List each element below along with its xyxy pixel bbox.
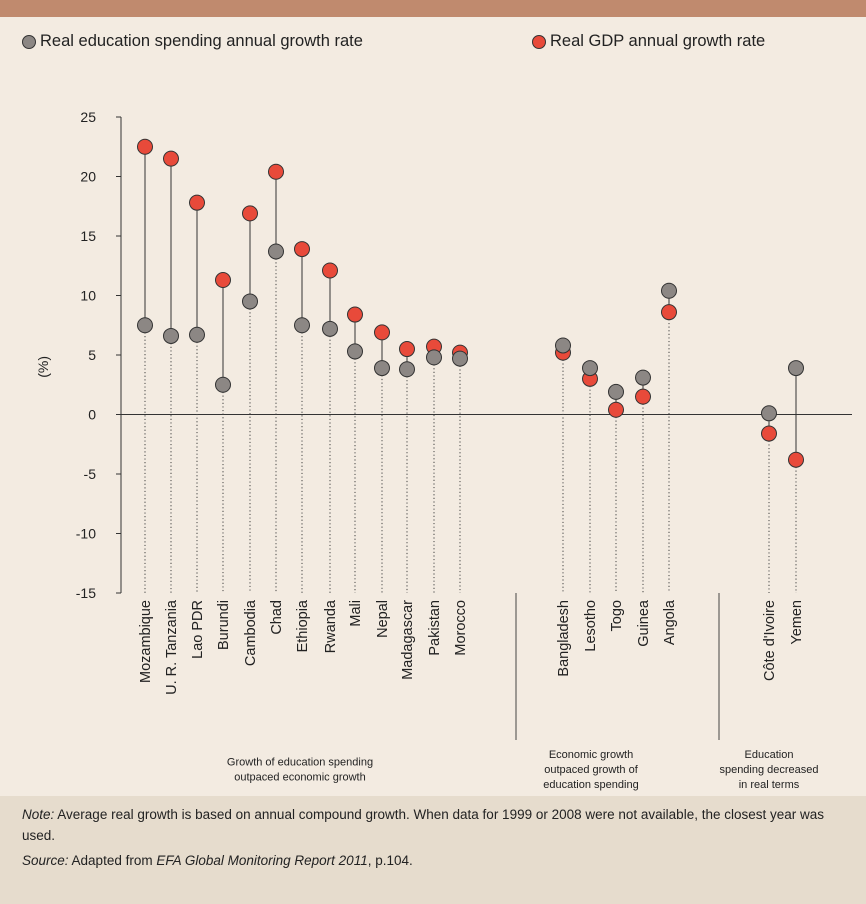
- source-title: EFA Global Monitoring Report 2011: [156, 853, 368, 868]
- category-label: Côte d'Ivoire: [762, 600, 778, 681]
- source-prefix: Adapted from: [68, 853, 157, 868]
- gdp-point: [268, 163, 284, 180]
- gdp-point: [163, 150, 179, 167]
- category-label: Guinea: [636, 599, 652, 647]
- education-point: [189, 326, 205, 343]
- category-label: Cambodia: [243, 599, 259, 666]
- category-label: Chad: [269, 600, 285, 635]
- y-tick-label: 20: [80, 169, 96, 185]
- group-label: education spending: [543, 779, 638, 791]
- education-point: [242, 293, 258, 310]
- education-point: [215, 376, 231, 393]
- notes-panel: Note: Average real growth is based on an…: [0, 796, 866, 904]
- category-label: Mali: [348, 600, 364, 627]
- gdp-point: [322, 262, 338, 279]
- y-tick-label: 15: [80, 228, 96, 244]
- education-point: [582, 360, 598, 377]
- group-label: Education: [745, 749, 794, 761]
- category-label: Togo: [609, 600, 625, 631]
- source-suffix: , p.104.: [367, 853, 413, 868]
- group-label: Economic growth: [549, 749, 633, 761]
- legend-item-education: Real education spending annual growth ra…: [22, 32, 363, 51]
- y-tick-label: 5: [88, 347, 96, 363]
- education-point: [608, 383, 624, 400]
- category-label: Pakistan: [427, 600, 443, 656]
- gdp-point: [661, 304, 677, 321]
- category-label: Lesotho: [583, 600, 599, 652]
- education-point: [761, 405, 777, 422]
- gdp-point: [137, 138, 153, 155]
- category-label: Yemen: [789, 600, 805, 645]
- education-point: [661, 282, 677, 299]
- education-point: [426, 349, 442, 366]
- gdp-point: [215, 272, 231, 289]
- y-tick-label: 25: [80, 109, 96, 125]
- group-label: spending decreased: [719, 764, 818, 776]
- education-point: [452, 350, 468, 367]
- education-point: [347, 343, 363, 360]
- source-text: Source: Adapted from EFA Global Monitori…: [22, 850, 852, 871]
- education-point: [555, 337, 571, 354]
- note-body: Average real growth is based on annual c…: [22, 807, 825, 843]
- gdp-point: [374, 324, 390, 341]
- gdp-point: [635, 388, 651, 405]
- note-label: Note:: [22, 807, 55, 822]
- legend-swatch-gdp: [532, 34, 546, 49]
- category-label: Bangladesh: [556, 600, 572, 677]
- education-point: [788, 360, 804, 377]
- category-label: Nepal: [375, 600, 391, 638]
- education-point: [294, 317, 310, 334]
- y-tick-label: -15: [76, 585, 96, 601]
- y-tick-label: 0: [88, 407, 96, 423]
- education-point: [322, 320, 338, 337]
- gdp-point: [761, 425, 777, 442]
- education-point: [374, 360, 390, 377]
- category-label: Ethiopia: [295, 599, 311, 652]
- education-point: [137, 317, 153, 334]
- legend-item-gdp: Real GDP annual growth rate: [532, 32, 765, 51]
- source-label: Source:: [22, 853, 69, 868]
- category-label: Rwanda: [323, 599, 339, 653]
- group-label: Growth of education spending: [227, 757, 373, 769]
- education-point: [635, 369, 651, 386]
- legend-label-education: Real education spending annual growth ra…: [40, 32, 363, 50]
- gdp-point: [399, 341, 415, 358]
- gdp-point: [608, 401, 624, 418]
- group-label: outpaced economic growth: [234, 772, 365, 784]
- education-point: [268, 243, 284, 260]
- category-label: Morocco: [453, 600, 469, 656]
- category-label: Madagascar: [400, 600, 416, 680]
- group-label: in real terms: [739, 779, 800, 791]
- note-text: Note: Average real growth is based on an…: [22, 804, 852, 846]
- dot-plot-chart: 25 20 15 10 5 0 -5 -10 -15 (%) Mozambique U. R. Tan…: [35, 109, 852, 791]
- y-tick-label: -5: [84, 466, 97, 482]
- category-label: Angola: [662, 599, 678, 645]
- gdp-point: [294, 241, 310, 258]
- education-point: [163, 327, 179, 344]
- gdp-point: [347, 306, 363, 323]
- education-point: [399, 361, 415, 378]
- legend-label-gdp: Real GDP annual growth rate: [550, 32, 766, 50]
- y-axis-label: (%): [35, 356, 51, 378]
- legend-swatch-education: [22, 34, 36, 49]
- gdp-point: [788, 451, 804, 468]
- category-label: Lao PDR: [190, 600, 206, 659]
- header-bar: [0, 0, 866, 17]
- group-label: outpaced growth of: [544, 764, 639, 776]
- y-tick-label: -10: [76, 526, 96, 542]
- gdp-point: [189, 194, 205, 211]
- category-label: Mozambique: [138, 600, 154, 683]
- y-tick-label: 10: [80, 288, 96, 304]
- category-label: Burundi: [216, 600, 232, 650]
- category-label: U. R. Tanzania: [164, 599, 180, 695]
- legend: Real education spending annual growth ra…: [22, 32, 862, 58]
- gdp-point: [242, 205, 258, 222]
